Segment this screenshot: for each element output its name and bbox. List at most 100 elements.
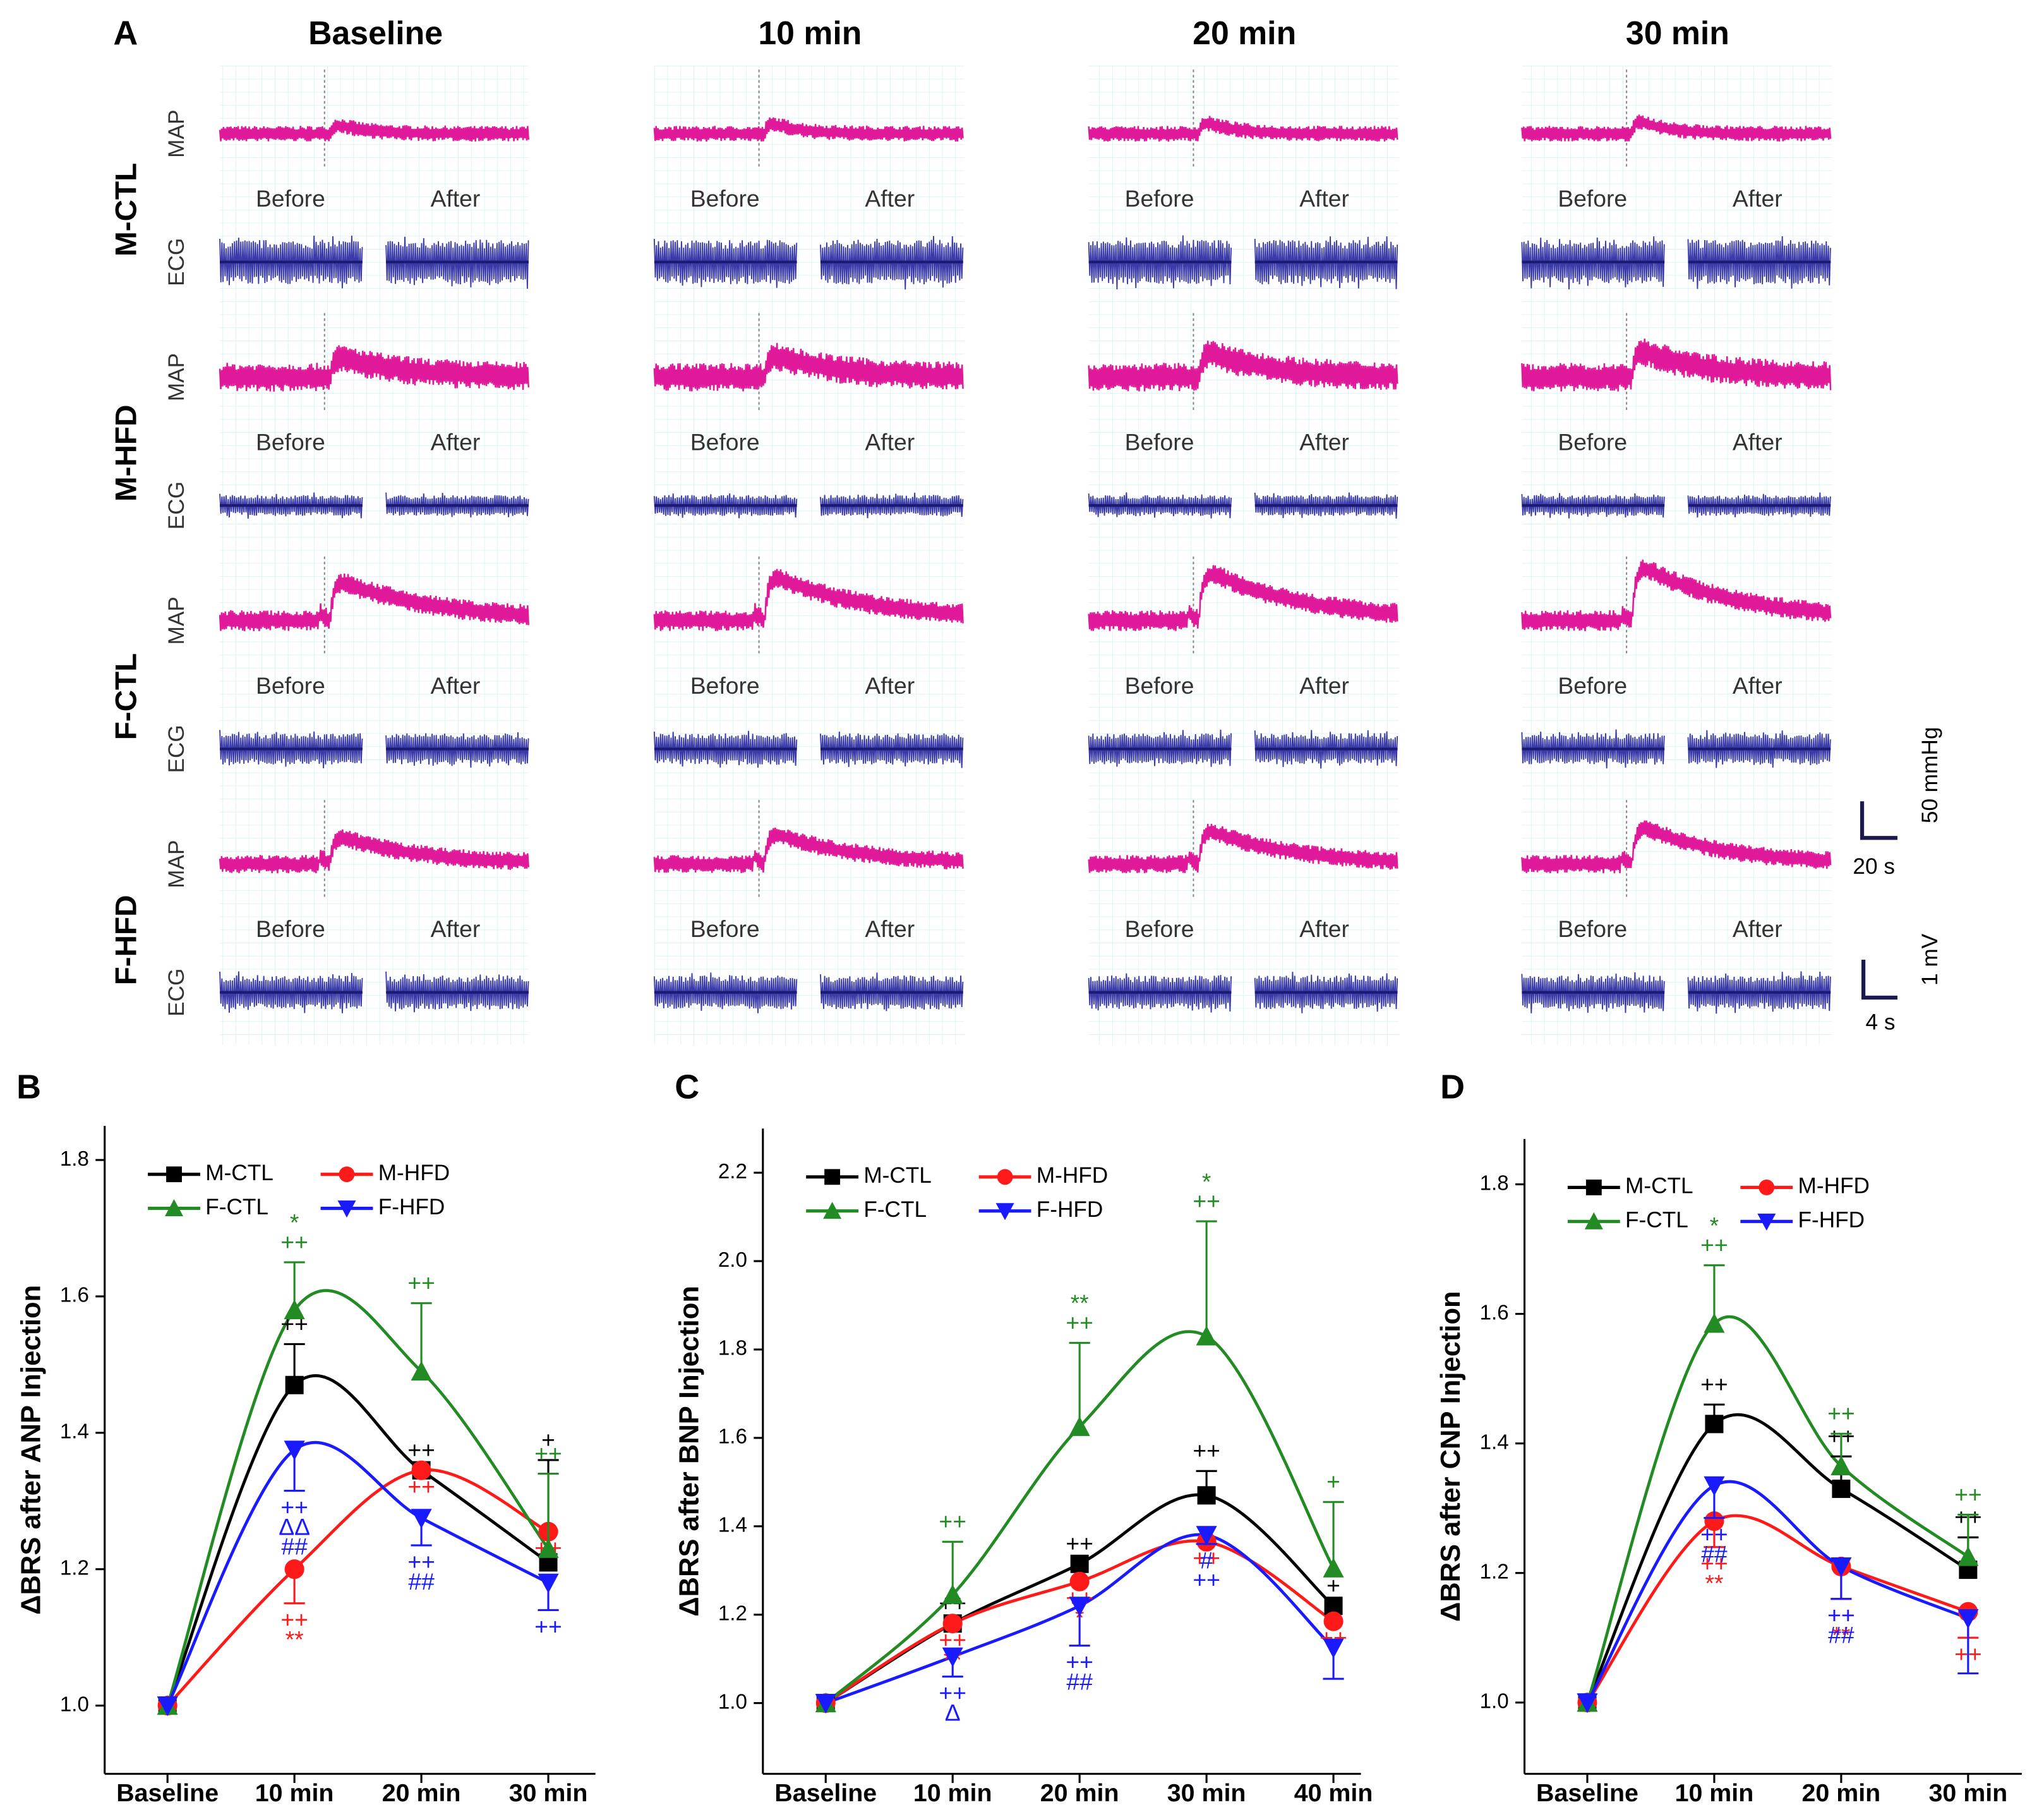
significance-mark: ## — [281, 1533, 308, 1560]
significance-mark: ++ — [407, 1437, 435, 1463]
point — [411, 1460, 431, 1480]
legend-label: F-HFD — [1798, 1208, 1865, 1233]
point — [1069, 1416, 1090, 1436]
phase-label: Before — [256, 429, 325, 456]
significance-mark: ++ — [407, 1270, 435, 1296]
x-tick-label: 20 min — [1802, 1779, 1881, 1807]
significance-mark: ++ — [1193, 1437, 1220, 1464]
significance-mark: ++ — [939, 1508, 966, 1535]
series-line — [1586, 1514, 1969, 1704]
y-tick-label: 1.8 — [718, 1337, 747, 1360]
ecg-trace — [1521, 236, 1665, 290]
chart: C ΔBRS after BNP Injection 1.0 1.2 1.4 1.6 1.8… — [674, 1068, 1373, 1807]
legend-label: M-CTL — [205, 1161, 274, 1185]
x-tick-label: 30 min — [509, 1779, 588, 1807]
significance-mark: ## — [408, 1568, 435, 1595]
significance-mark: ++ — [1066, 1309, 1093, 1336]
error-bar — [1196, 1220, 1217, 1336]
map-trace — [219, 345, 530, 392]
phase-label: After — [1733, 915, 1782, 942]
phase-label: Before — [690, 672, 760, 699]
significance-mark: ++ — [1193, 1545, 1220, 1571]
x-tick-label: 30 min — [1928, 1779, 2007, 1807]
series-line — [1585, 1480, 1969, 1703]
legend-symbol — [1757, 1213, 1776, 1231]
x-tick-label: 20 min — [382, 1779, 461, 1807]
point — [1323, 1611, 1344, 1631]
phase-label: Before — [256, 915, 325, 942]
channel-label: ECG — [164, 725, 189, 773]
y-axis-title: ΔBRS after ANP Injection — [16, 1285, 46, 1615]
map-trace — [219, 573, 530, 632]
point — [538, 1538, 559, 1558]
significance-mark: ## — [1066, 1669, 1093, 1695]
significance-mark: ++ — [1700, 1550, 1728, 1577]
y-tick-label: 1.6 — [718, 1425, 747, 1449]
legend-label: M-CTL — [863, 1163, 932, 1188]
channel-label: ECG — [164, 238, 189, 286]
ecg-trace — [1088, 973, 1232, 1013]
legend-symbol — [166, 1166, 182, 1183]
scale-label: 1 mV — [1918, 933, 1942, 986]
point — [284, 1299, 305, 1320]
row-label: F-HFD — [110, 895, 143, 985]
row-label: F-CTL — [110, 653, 143, 740]
point — [1831, 1557, 1852, 1578]
chart: B ΔBRS after ANP Injection 1.0 1.2 1.4 1.6 1.8… — [16, 1068, 596, 1807]
phase-label: Before — [1558, 185, 1627, 212]
map-trace — [653, 569, 964, 631]
map-trace — [1521, 338, 1832, 392]
significance-mark: ++ — [1827, 1602, 1855, 1629]
ecg-trace — [653, 493, 798, 519]
ecg-trace — [1521, 729, 1665, 769]
map-trace — [1088, 823, 1398, 874]
significance-mark: ++ — [534, 1613, 562, 1640]
ecg-trace — [820, 236, 964, 290]
phase-label: Before — [1558, 672, 1627, 699]
scale-bar — [1861, 959, 1897, 1000]
significance-mark: # — [1200, 1547, 1213, 1574]
significance-mark: ++ — [1193, 1567, 1220, 1593]
panel-label: A — [113, 15, 138, 52]
trace-grid — [654, 65, 965, 1045]
point — [411, 1509, 432, 1529]
channel-label: MAP — [164, 840, 189, 888]
y-tick-label: 2.2 — [718, 1160, 747, 1183]
significance-mark: ** — [1705, 1570, 1723, 1597]
scale-label: 20 s — [1853, 854, 1895, 879]
y-tick-label: 1.4 — [718, 1514, 747, 1537]
channel-label: ECG — [164, 969, 189, 1017]
legend-symbol — [1584, 1212, 1603, 1229]
phase-label: Before — [1125, 672, 1194, 699]
significance-mark: ++ — [1954, 1481, 1982, 1507]
y-axis-title: ΔBRS after BNP Injection — [674, 1286, 704, 1617]
series-line — [166, 1441, 550, 1706]
y-tick-label: 1.6 — [60, 1284, 89, 1307]
significance-mark: ++ — [1827, 1602, 1855, 1629]
phase-label: Before — [1125, 429, 1194, 456]
ecg-trace — [653, 730, 798, 768]
ecg-trace — [1254, 730, 1398, 769]
x-tick-label: 40 min — [1294, 1779, 1373, 1807]
phase-label: After — [1299, 185, 1349, 212]
ecg-trace — [653, 972, 798, 1013]
map-trace — [653, 117, 964, 142]
channel-label: MAP — [164, 596, 189, 644]
legend-label: F-CTL — [863, 1197, 927, 1222]
point — [538, 1573, 559, 1593]
legend-symbol — [337, 1200, 356, 1218]
series-line — [165, 1374, 550, 1706]
channel-label: MAP — [164, 110, 189, 158]
point — [1705, 1415, 1724, 1434]
map-trace — [1088, 565, 1398, 631]
y-tick-label: 1.0 — [718, 1690, 747, 1713]
point — [1957, 1609, 1979, 1629]
point — [1197, 1486, 1216, 1505]
phase-label: After — [431, 915, 481, 942]
point — [157, 1696, 178, 1717]
point — [1323, 1638, 1344, 1658]
phase-label: After — [431, 672, 481, 699]
significance-mark: ++ — [939, 1679, 966, 1706]
point — [1323, 1557, 1344, 1578]
